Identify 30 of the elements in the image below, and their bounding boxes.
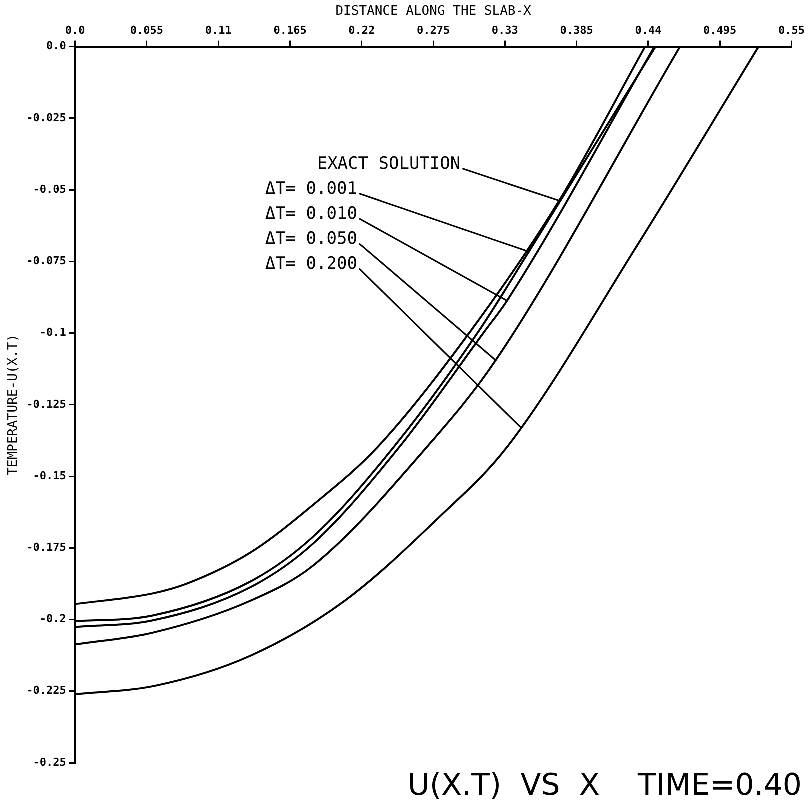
y-tick-label: -0.2: [40, 612, 66, 626]
x-tick-label: 0.495: [704, 24, 737, 38]
x-tick-label: 0.0: [65, 24, 86, 38]
y-tick-label: -0.075: [26, 254, 66, 268]
y-tick-label: -0.025: [26, 111, 66, 124]
annotation: ΔT= 0.200: [265, 254, 358, 274]
x-tick-label: 0.22: [348, 24, 376, 38]
annotation: ΔT= 0.010: [265, 204, 358, 224]
x-tick-label: 0.33: [492, 24, 518, 38]
y-tick-label: -0.05: [33, 182, 66, 196]
x-tick-label: 0.44: [635, 24, 662, 38]
y-tick-label: -0.175: [26, 541, 66, 554]
annotation: EXACT SOLUTION: [317, 154, 461, 174]
annotation: ΔT= 0.050: [265, 229, 358, 250]
annotation: ΔT= 0.001: [265, 179, 358, 200]
y-tick-label: 0.0: [46, 40, 66, 53]
y-tick-label: -0.1: [40, 326, 67, 340]
y-tick-label: -0.15: [33, 469, 66, 482]
x-tick-label: 0.275: [416, 24, 450, 38]
y-axis-title: TEMPERATURE-U(X.T): [6, 334, 22, 476]
text: U(X.T) VS X TIME=0.40: [408, 768, 802, 803]
x-tick-label: 0.55: [778, 24, 806, 38]
x-tick-label: 0.165: [274, 24, 307, 38]
x-tick-label: 0.055: [130, 24, 164, 38]
x-axis-title: DISTANCE ALONG THE SLAB-X: [336, 4, 532, 20]
x-tick-label: 0.385: [560, 24, 594, 38]
y-tick-label: -0.25: [33, 756, 66, 769]
x-tick-label: 0.11: [205, 24, 232, 38]
y-tick-label: -0.125: [26, 398, 66, 411]
y-tick-label: -0.225: [26, 684, 66, 698]
